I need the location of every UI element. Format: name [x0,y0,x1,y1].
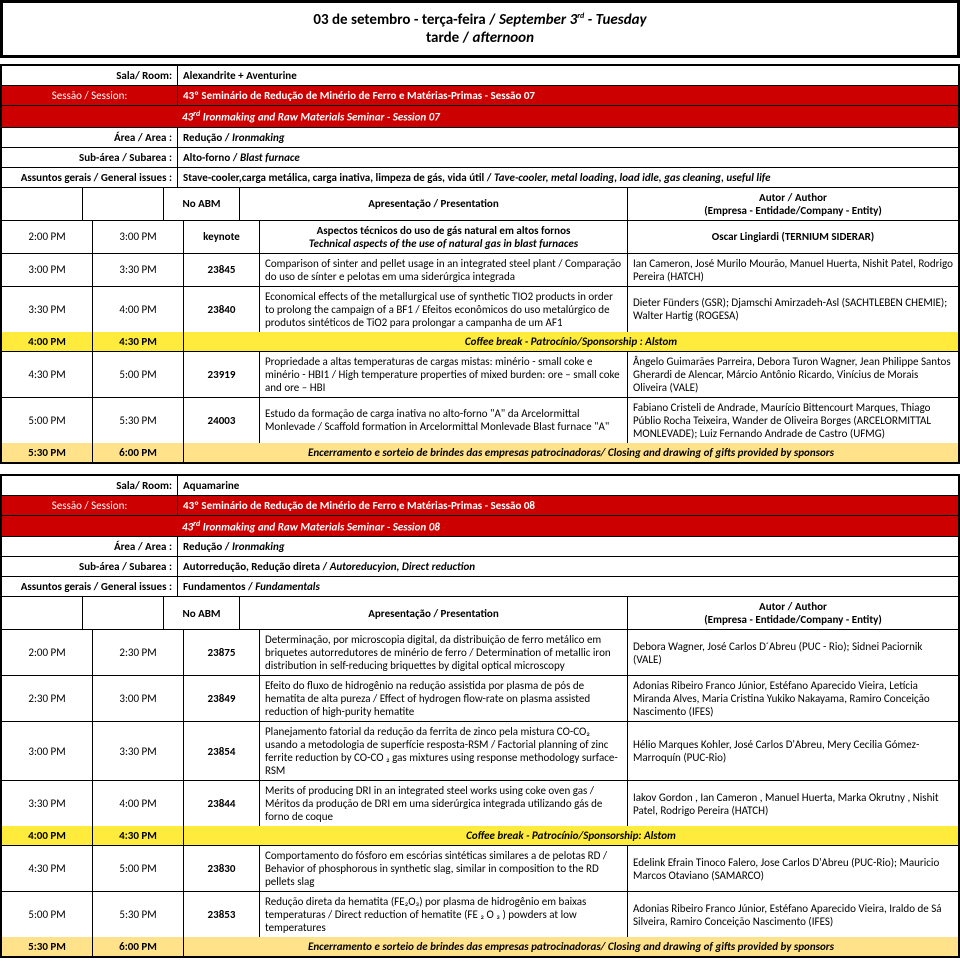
time-start: 5:00 PM [2,892,93,937]
presentation: Redução direta da hematita (FE₂O₃) por p… [260,892,628,937]
abm-id: 23840 [184,287,260,332]
time-start: 3:00 PM [2,722,93,780]
session-title-pt: 43º Seminário de Redução de Minério de F… [178,86,958,105]
general-value: Fundamentos / Fundamentals [178,577,958,596]
subarea-label: Sub-área / Subarea : [2,148,178,167]
time-start: 5:00 PM [2,398,93,443]
time-end: 4:00 PM [93,287,184,332]
time-end: 4:00 PM [93,781,184,826]
subarea-value: Autorredução, Redução direta / Autoreduc… [178,557,958,576]
session-1: Sala/ Room:Alexandrite + Aventurine Sess… [0,64,960,464]
table-row: 3:00 PM3:30 PM23845Comparison of sinter … [2,254,958,287]
time-start: 4:30 PM [2,352,93,397]
room-value: Aquamarine [178,476,958,495]
time-end: 2:30 PM [93,630,184,675]
table-row: 4:30 PM5:00 PM23919Propriedade a altas t… [2,352,958,398]
room-value: Alexandrite + Aventurine [178,66,958,85]
abm-id: 24003 [184,398,260,443]
presentation: Comportamento do fósforo em escórias sin… [260,846,628,891]
abm-id: 23853 [184,892,260,937]
room-label: Sala/ Room: [2,476,178,495]
session-2: Sala/ Room:Aquamarine Sessão / Session:4… [0,474,960,959]
abm-id: 23844 [184,781,260,826]
table-row: 4:30 PM5:00 PM23830Comportamento do fósf… [2,846,958,892]
page-header: 03 de setembro - terça-feira / September… [0,0,960,58]
author: Iakov Gordon , Ian Cameron , Manuel Huer… [628,781,958,826]
presentation: Efeito do fluxo de hidrogênio na redução… [260,676,628,721]
time-end: 5:30 PM [93,892,184,937]
author: Ângelo Guimarães Parreira, Debora Turon … [628,352,958,397]
area-value: Redução / Ironmaking [178,537,958,556]
closing: 5:30 PM 6:00 PM Encerramento e sorteio d… [2,443,958,462]
author: Ian Cameron, José Murilo Mourão, Manuel … [628,254,958,286]
author: Edelink Efrain Tinoco Falero, Jose Carlo… [628,846,958,891]
presentation: Estudo da formação de carga inativa no a… [260,398,628,443]
session-title-en: 43rd Ironmaking and Raw Materials Semina… [177,106,958,127]
table-row: 2:00 PM2:30 PM23875Determinação, por mic… [2,630,958,676]
time-end: 3:30 PM [93,722,184,780]
session-label: Sessão / Session: [2,496,178,515]
table-row: 5:00 PM5:30 PM23853Redução direta da hem… [2,892,958,937]
author: Oscar Lingiardi (TERNIUM SIDERAR) [628,221,958,253]
author: Adonias Ribeiro Franco Júnior, Estéfano … [628,892,958,937]
abm-id: keynote [184,221,260,253]
time-start: 4:30 PM [2,846,93,891]
time-end: 5:00 PM [93,352,184,397]
coffee-break: 4:00 PM 4:30 PM Coffee break - Patrocíni… [2,332,958,352]
author: Debora Wagner, José Carlos D´Abreu (PUC … [628,630,958,675]
time-end: 3:00 PM [93,221,184,253]
table-header: No ABM Apresentação / Presentation Autor… [2,597,958,630]
time-start: 3:00 PM [2,254,93,286]
area-value: Redução / Ironmaking [178,128,958,147]
presentation: Aspectos técnicos do uso de gás natural … [260,221,628,253]
general-label: Assuntos gerais / General issues : [2,168,178,187]
subarea-label: Sub-área / Subarea : [2,557,178,576]
general-value: Stave-cooler,carga metálica, carga inati… [178,168,958,187]
time-end: 3:00 PM [93,676,184,721]
abm-id: 23830 [184,846,260,891]
session-title-pt: 43º Seminário de Redução de Minério de F… [178,496,958,515]
abm-id: 23919 [184,352,260,397]
coffee-break: 4:00 PM 4:30 PM Coffee break - Patrocíni… [2,826,958,846]
time-end: 3:30 PM [93,254,184,286]
table-header: No ABM Apresentação / Presentation Autor… [2,188,958,221]
time-start: 3:30 PM [2,781,93,826]
time-end: 5:30 PM [93,398,184,443]
area-label: Área / Area : [2,128,178,147]
presentation: Economical effects of the metallurgical … [260,287,628,332]
area-label: Área / Area : [2,537,178,556]
table-row: 5:00 PM5:30 PM24003Estudo da formação de… [2,398,958,443]
room-label: Sala/ Room: [2,66,178,85]
time-start: 2:30 PM [2,676,93,721]
time-start: 2:00 PM [2,630,93,675]
author: Dieter Fünders (GSR); Djamschi Amirzadeh… [628,287,958,332]
presentation: Planejamento fatorial da redução da ferr… [260,722,628,780]
abm-id: 23875 [184,630,260,675]
presentation: Comparison of sinter and pellet usage in… [260,254,628,286]
abm-id: 23854 [184,722,260,780]
presentation: Propriedade a altas temperaturas de carg… [260,352,628,397]
session-title-en: 43rd Ironmaking and Raw Materials Semina… [177,516,958,537]
table-row: 2:30 PM3:00 PM23849Efeito do fluxo de hi… [2,676,958,722]
table-row: 2:00 PM3:00 PMkeynoteAspectos técnicos d… [2,221,958,254]
author: Hélio Marques Kohler, José Carlos D'Abre… [628,722,958,780]
time-start: 2:00 PM [2,221,93,253]
presentation: Determinação, por microscopia digital, d… [260,630,628,675]
presentation: Merits of producing DRI in an integrated… [260,781,628,826]
closing: 5:30 PM 6:00 PM Encerramento e sorteio d… [2,937,958,956]
time-end: 5:00 PM [93,846,184,891]
time-start: 3:30 PM [2,287,93,332]
abm-id: 23845 [184,254,260,286]
abm-id: 23849 [184,676,260,721]
general-label: Assuntos gerais / General issues : [2,577,178,596]
subarea-value: Alto-forno / Blast furnace [178,148,958,167]
table-row: 3:30 PM4:00 PM23844Merits of producing D… [2,781,958,826]
author: Fabiano Cristeli de Andrade, Maurício Bi… [628,398,958,443]
table-row: 3:00 PM3:30 PM23854Planejamento fatorial… [2,722,958,781]
table-row: 3:30 PM4:00 PM23840Economical effects of… [2,287,958,332]
session-label: Sessão / Session: [2,86,178,105]
author: Adonias Ribeiro Franco Júnior, Estéfano … [628,676,958,721]
